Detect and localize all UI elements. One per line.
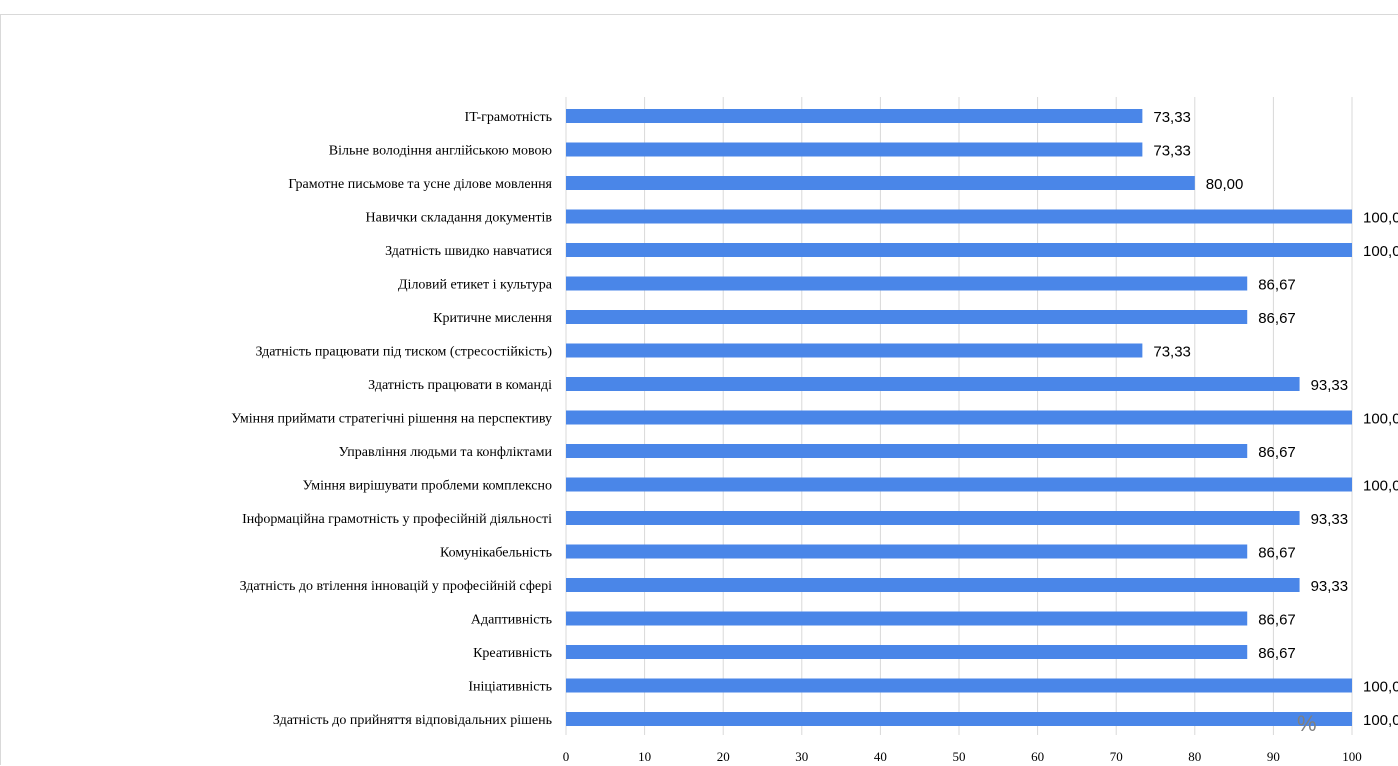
data-labels: 73,33 73,33 80,00 100,00 100,00 86,67 86,67 73,…	[1153, 109, 1398, 729]
x-axis-unit-label: %	[1297, 711, 1317, 736]
category-label: Уміння вирішувати проблеми комплексно	[303, 479, 552, 494]
x-tick-labels: 0 10 20 30 40 50 60 70 80 90 100	[563, 749, 1362, 764]
x-tick-label: 10	[638, 749, 651, 764]
category-label: Вільне володіння англійською мовою	[329, 144, 552, 159]
category-label: Здатність до втілення інновацій у профес…	[240, 579, 553, 594]
category-label: Навички складання документів	[366, 211, 553, 226]
category-label: Комунікабельність	[440, 546, 552, 561]
data-label: 86,67	[1258, 310, 1296, 327]
bar	[566, 243, 1352, 257]
category-label: Адаптивність	[471, 613, 552, 628]
bar	[566, 645, 1248, 659]
bar	[566, 511, 1300, 525]
bar	[566, 611, 1248, 626]
category-label: Здатність швидко навчатися	[385, 244, 552, 259]
bar-chart: IT-грамотність Вільне володіння англійськ…	[231, 97, 1398, 764]
data-label: 86,67	[1258, 612, 1296, 629]
data-label: 100,00	[1363, 243, 1398, 260]
bar	[566, 310, 1248, 324]
bar	[566, 410, 1352, 425]
x-tick-label: 30	[795, 749, 808, 764]
data-label: 93,33	[1311, 511, 1349, 528]
data-label: 93,33	[1311, 578, 1349, 595]
category-label: Грамотне письмове та усне ділове мовленн…	[288, 177, 552, 192]
bar	[566, 276, 1248, 291]
data-label: 80,00	[1206, 176, 1244, 193]
data-label: 100,00	[1363, 411, 1398, 428]
data-label: 100,00	[1363, 712, 1398, 729]
category-label: Критичне мислення	[433, 311, 552, 326]
bar	[566, 142, 1143, 157]
data-label: 93,33	[1311, 377, 1349, 394]
bar	[566, 377, 1300, 391]
data-label: 86,67	[1258, 545, 1296, 562]
bar	[566, 176, 1195, 190]
category-label: Управління людьми та конфліктами	[339, 445, 553, 460]
x-tick-label: 100	[1342, 749, 1362, 764]
data-label: 86,67	[1258, 444, 1296, 461]
category-label: Ініціативність	[468, 680, 552, 695]
data-label: 100,00	[1363, 679, 1398, 696]
bar	[566, 477, 1352, 492]
bar	[566, 678, 1352, 693]
category-label: Креативність	[473, 646, 552, 661]
x-tick-label: 40	[874, 749, 887, 764]
category-label: Здатність до прийняття відповідальних рі…	[273, 713, 552, 728]
x-tick-label: 0	[563, 749, 570, 764]
bar	[566, 109, 1143, 123]
category-label: Здатність працювати в команді	[368, 378, 552, 393]
data-label: 73,33	[1153, 109, 1191, 126]
category-label: Діловий етикет і культура	[398, 278, 553, 293]
x-tick-label: 60	[1031, 749, 1044, 764]
x-tick-label: 80	[1188, 749, 1201, 764]
bar	[566, 444, 1248, 458]
bar	[566, 712, 1352, 726]
bars	[566, 109, 1352, 726]
chart-frame: IT-грамотність Вільне володіння англійськ…	[0, 14, 1398, 765]
data-label: 86,67	[1258, 645, 1296, 662]
bar	[566, 343, 1143, 358]
category-labels: IT-грамотність Вільне володіння англійськ…	[231, 110, 553, 728]
x-tick-label: 90	[1267, 749, 1280, 764]
bar	[566, 578, 1300, 592]
bar	[566, 544, 1248, 559]
data-label: 100,00	[1363, 478, 1398, 495]
category-label: Здатність працювати під тиском (стресост…	[256, 345, 553, 360]
category-label: IT-грамотність	[465, 110, 552, 125]
data-label: 86,67	[1258, 277, 1296, 294]
category-label: Інформаційна грамотність у професійній д…	[242, 512, 552, 527]
x-tick-label: 70	[1110, 749, 1123, 764]
category-label: Уміння приймати стратегічні рішення на п…	[231, 412, 552, 427]
x-tick-label: 50	[953, 749, 966, 764]
x-tick-label: 20	[717, 749, 730, 764]
data-label: 73,33	[1153, 143, 1191, 160]
data-label: 73,33	[1153, 344, 1191, 361]
bar	[566, 209, 1352, 224]
data-label: 100,00	[1363, 210, 1398, 227]
